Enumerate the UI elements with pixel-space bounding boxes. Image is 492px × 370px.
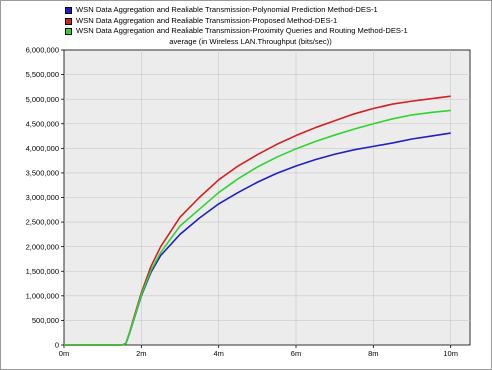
y-tick-label: 1,000,000	[26, 291, 59, 300]
y-tick-label: 6,000,000	[26, 46, 59, 55]
x-tick-labels: 0m 2m 4m 6m 8m 10m	[59, 349, 458, 358]
x-tick-label: 6m	[291, 349, 301, 358]
legend-label-polynomial: WSN Data Aggregation and Realiable Trans…	[76, 5, 378, 14]
y-tick-label: 3,500,000	[26, 169, 59, 178]
y-tick-label: 3,000,000	[26, 193, 59, 202]
y-tick-label: 2,000,000	[26, 242, 59, 251]
legend-item-proposed[interactable]: WSN Data Aggregation and Realiable Trans…	[65, 16, 490, 27]
y-tick-labels: 0 500,000 1,000,000 1,500,000 2,000,000 2,500…	[26, 46, 59, 350]
y-tick-label: 5,500,000	[26, 70, 59, 79]
y-tick-label: 4,500,000	[26, 119, 59, 128]
chart-legend: WSN Data Aggregation and Realiable Trans…	[65, 5, 490, 37]
x-tick-label: 0m	[59, 349, 69, 358]
legend-item-proximity[interactable]: WSN Data Aggregation and Realiable Trans…	[65, 26, 490, 37]
x-tick-label: 2m	[136, 349, 146, 358]
y-tick-label: 0	[55, 341, 59, 350]
y-tick-label: 5,000,000	[26, 95, 59, 104]
y-tick-label: 4,000,000	[26, 144, 59, 153]
y-tick-label: 2,500,000	[26, 218, 59, 227]
legend-label-proposed: WSN Data Aggregation and Realiable Trans…	[76, 15, 338, 25]
legend-swatch-proximity	[65, 28, 72, 35]
x-tick-label: 4m	[213, 349, 223, 358]
y-tick-label: 500,000	[32, 316, 59, 325]
series-lines	[64, 95, 451, 346]
legend-swatch-proposed	[65, 17, 72, 25]
legend-label-proximity: WSN Data Aggregation and Realiable Trans…	[76, 26, 408, 35]
x-tick-label: 8m	[368, 349, 378, 358]
legend-swatch-polynomial	[65, 7, 72, 14]
x-tick-label: 10m	[443, 349, 458, 358]
series-line-proximity	[64, 109, 451, 346]
legend-item-polynomial[interactable]: WSN Data Aggregation and Realiable Trans…	[65, 5, 490, 16]
chart-title: average (in Wireless LAN.Throughput (bit…	[169, 37, 332, 46]
y-tick-label: 1,500,000	[26, 267, 59, 276]
